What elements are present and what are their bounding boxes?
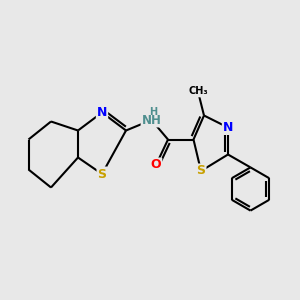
Text: CH₃: CH₃	[188, 86, 208, 97]
Text: S: S	[196, 164, 206, 178]
Text: N: N	[223, 121, 233, 134]
Text: H: H	[149, 106, 157, 117]
Text: O: O	[151, 158, 161, 172]
Text: N: N	[97, 106, 107, 119]
Text: NH: NH	[142, 113, 161, 127]
Text: S: S	[98, 167, 106, 181]
